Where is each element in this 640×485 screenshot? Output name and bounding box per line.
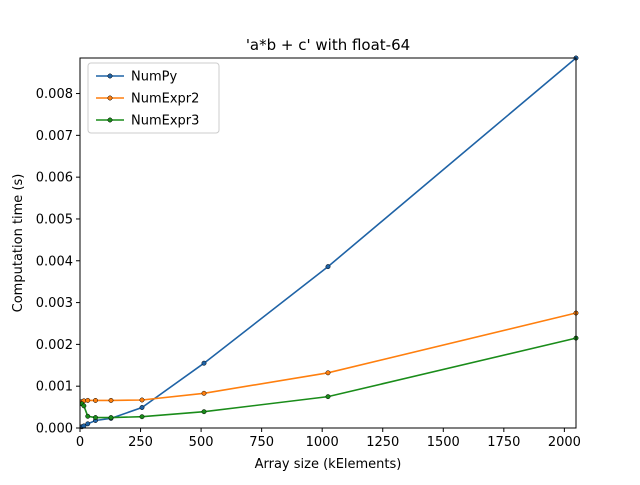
- data-point-numexpr3: [325, 394, 331, 400]
- data-point-numexpr2: [108, 397, 114, 403]
- y-tick-label: 0.001: [36, 380, 73, 395]
- plot-area: [80, 55, 579, 430]
- y-tick-label: 0.005: [36, 212, 73, 227]
- data-point-numpy: [85, 421, 91, 427]
- y-tick-label: 0.003: [36, 296, 73, 311]
- y-tick-label: 0.008: [36, 87, 73, 102]
- x-axis-label: Array size (kElements): [255, 457, 402, 472]
- data-point-numexpr3: [201, 409, 207, 415]
- legend: NumPy NumExpr2 NumExpr3: [87, 62, 220, 134]
- y-tick-label: 0.007: [36, 129, 73, 144]
- x-tick-label: 2000: [548, 435, 581, 450]
- data-point-numexpr2: [85, 397, 91, 403]
- x-tick-label: 1000: [306, 435, 339, 450]
- legend-label-numexpr2: NumExpr2: [131, 92, 199, 107]
- y-axis-label: Computation time (s): [11, 174, 26, 313]
- y-axis-ticks: 0.000 0.001 0.002 0.003 0.004 0.005 0.006 0.007…: [36, 87, 80, 437]
- data-point-numexpr3: [139, 414, 145, 420]
- x-tick-label: 250: [128, 435, 153, 450]
- data-point-numexpr2: [139, 397, 145, 403]
- data-point-numexpr3: [85, 413, 91, 419]
- data-point-numexpr2: [325, 370, 331, 376]
- x-tick-label: 0: [76, 435, 84, 450]
- x-tick-label: 1750: [487, 435, 520, 450]
- x-tick-label: 1500: [427, 435, 460, 450]
- data-point-numpy: [201, 360, 207, 366]
- legend-marker-numexpr3: [107, 117, 113, 123]
- legend-box: [87, 62, 220, 134]
- legend-marker-numexpr2: [107, 95, 113, 101]
- data-point-numexpr3: [108, 415, 114, 420]
- y-tick-label: 0.004: [36, 254, 73, 269]
- legend-label-numpy: NumPy: [131, 70, 177, 85]
- data-point-numexpr2: [93, 397, 98, 403]
- x-tick-label: 1250: [366, 435, 399, 450]
- x-tick-label: 750: [249, 435, 274, 450]
- data-point-numexpr3: [81, 403, 87, 409]
- legend-marker-numpy: [107, 73, 113, 79]
- y-tick-label: 0.000: [36, 422, 73, 437]
- x-tick-label: 500: [189, 435, 214, 450]
- x-axis-ticks: 0 250 500 750 1000 1250 1500 1750 2000: [76, 428, 581, 450]
- data-point-numpy: [325, 264, 331, 270]
- y-tick-label: 0.006: [36, 171, 73, 186]
- chart-title: 'a*b + c' with float-64: [246, 36, 410, 54]
- data-point-numpy: [139, 405, 145, 410]
- data-point-numexpr3: [93, 415, 98, 420]
- legend-label-numexpr3: NumExpr3: [131, 114, 199, 129]
- y-tick-label: 0.002: [36, 338, 73, 353]
- data-point-numexpr2: [201, 390, 207, 396]
- axes-frame: [79, 57, 577, 429]
